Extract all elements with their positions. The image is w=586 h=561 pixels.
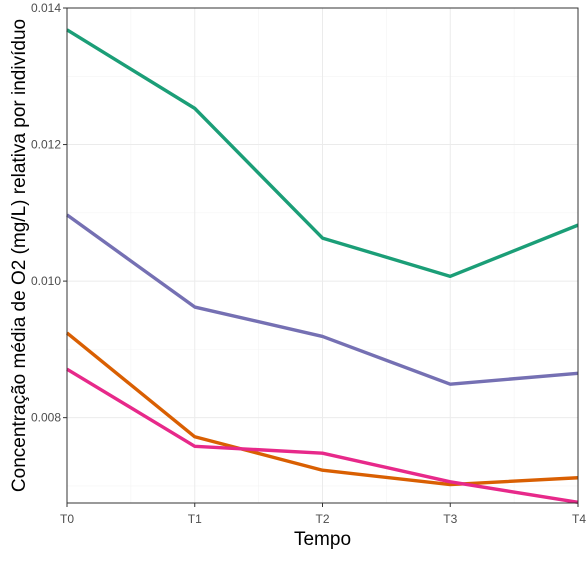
series-line-4 [66,367,579,504]
series-line-2 [66,213,579,386]
series-line-3 [65,331,579,487]
x-tick-label: T4 [572,512,586,526]
x-axis-ticks: T0 T1 T2 T3 T4 [60,503,586,526]
x-tick-label: T1 [188,512,202,526]
x-tick-label: T2 [315,512,329,526]
x-tick-label: T0 [60,512,74,526]
y-tick-label: 0.012 [31,138,61,152]
y-tick-label: 0.008 [31,411,61,425]
y-tick-label: 0.010 [31,274,61,288]
x-axis-title: Tempo [294,529,351,550]
y-tick-label: 0.014 [31,1,61,15]
y-axis-ticks: 0.008 0.010 0.012 0.014 [31,1,67,425]
series-lines [65,28,579,504]
x-tick-label: T3 [443,512,457,526]
series-line-1 [66,28,579,279]
y-axis-title: Concentração média de O2 (mg/L) relativa… [9,19,30,492]
